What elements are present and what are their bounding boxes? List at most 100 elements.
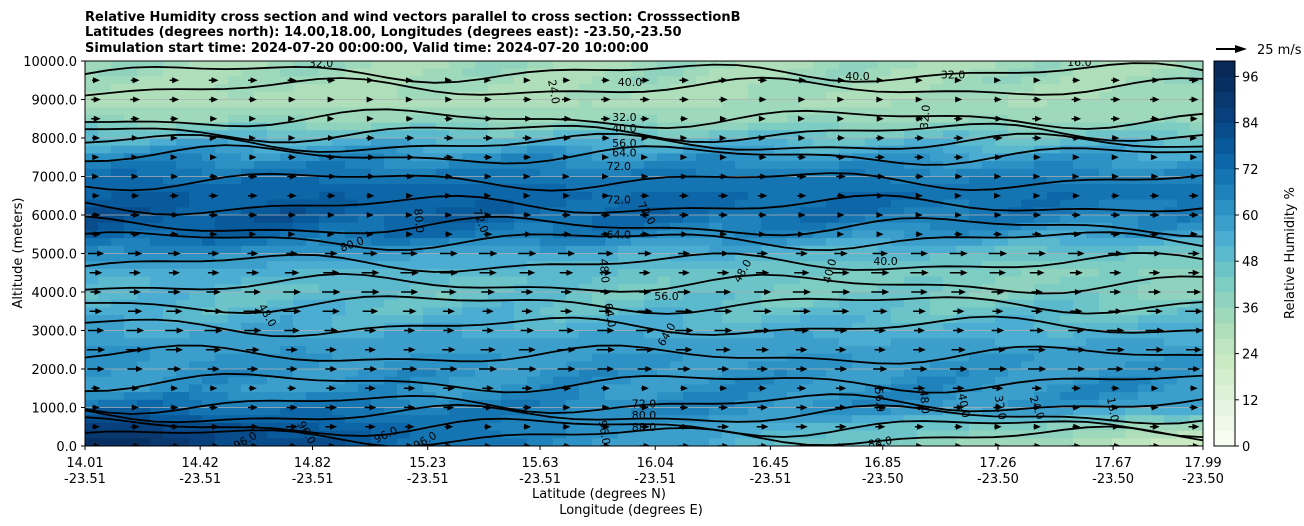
field-cell <box>800 276 814 285</box>
field-cell <box>215 315 229 324</box>
field-cell <box>436 284 450 293</box>
field-cell <box>449 168 463 178</box>
field-cell <box>969 238 983 247</box>
field-cell <box>423 338 437 347</box>
field-cell <box>826 199 840 208</box>
field-cell <box>774 199 788 208</box>
field-cell <box>878 145 892 154</box>
field-cell <box>202 392 216 401</box>
field-cell <box>397 407 411 416</box>
field-cell <box>722 376 736 385</box>
field-cell <box>800 145 814 154</box>
field-cell <box>969 191 983 201</box>
field-cell <box>1047 422 1061 432</box>
field-cell <box>1190 261 1203 270</box>
field-cell <box>930 415 944 424</box>
field-cell <box>410 68 424 77</box>
field-cell <box>904 153 918 162</box>
field-cell <box>852 345 866 355</box>
field-cell <box>644 215 658 224</box>
field-cell <box>202 68 216 77</box>
field-cell <box>956 176 970 185</box>
field-cell <box>1060 292 1074 301</box>
field-cell <box>826 230 840 239</box>
field-cell <box>904 376 918 385</box>
field-cell <box>709 315 723 324</box>
field-cell <box>293 253 307 262</box>
wind-vector-head <box>212 250 220 257</box>
field-cell <box>1177 114 1191 124</box>
wind-vector-head <box>955 96 963 103</box>
wind-vector-head <box>956 115 964 122</box>
field-cell <box>98 345 112 355</box>
plot-area: 32.040.0 40.0 32.016.024.032.032.040.056.0… <box>85 61 1203 446</box>
field-cell <box>878 330 892 339</box>
field-cell <box>254 369 268 378</box>
field-cell <box>150 130 164 139</box>
field-cell <box>579 68 593 77</box>
field-cell <box>566 353 580 362</box>
field-cell <box>930 191 944 201</box>
field-cell <box>904 361 918 370</box>
field-cell <box>514 84 528 93</box>
field-cell <box>462 376 476 385</box>
field-cell <box>228 130 242 139</box>
field-cell <box>358 392 372 401</box>
field-cell <box>436 91 450 101</box>
wind-vector-head <box>915 96 923 103</box>
field-cell <box>1047 176 1061 185</box>
field-cell <box>826 222 840 231</box>
field-cell <box>410 207 424 216</box>
field-cell <box>982 299 996 308</box>
field-cell <box>488 145 502 154</box>
wind-vector-head <box>93 135 101 141</box>
field-cell <box>995 315 1009 324</box>
field-cell <box>553 238 567 247</box>
field-cell <box>605 422 619 432</box>
field-cell <box>176 238 190 247</box>
wind-vector-head <box>641 173 649 180</box>
field-cell <box>202 322 216 332</box>
field-cell <box>683 292 697 301</box>
field-cell <box>631 114 645 124</box>
field-cell <box>748 176 762 185</box>
field-cell <box>1073 91 1087 101</box>
wind-vector-head <box>327 212 335 218</box>
field-cell <box>813 392 827 401</box>
field-cell <box>618 345 632 355</box>
field-cell <box>397 145 411 154</box>
field-cell <box>956 392 970 401</box>
field-cell <box>566 299 580 308</box>
field-cell <box>202 430 216 439</box>
field-cell <box>202 91 216 101</box>
field-cell <box>852 76 866 85</box>
field-cell <box>1086 130 1100 139</box>
field-cell <box>85 276 99 285</box>
field-cell <box>917 91 931 101</box>
field-cell <box>150 199 164 208</box>
field-cell <box>891 230 905 239</box>
field-cell <box>1073 207 1087 216</box>
field-cell <box>436 153 450 162</box>
field-cell <box>735 245 749 255</box>
field-cell <box>813 338 827 347</box>
field-cell <box>891 376 905 385</box>
field-cell <box>761 338 775 347</box>
wind-vector-head <box>799 77 807 84</box>
field-cell <box>709 245 723 255</box>
field-cell <box>956 438 970 446</box>
field-cell <box>1164 276 1178 285</box>
field-cell <box>657 191 671 201</box>
field-cell <box>618 191 632 201</box>
field-cell <box>527 145 541 154</box>
field-cell <box>1060 392 1074 401</box>
field-cell <box>332 245 346 255</box>
wind-vector-head <box>837 212 845 218</box>
field-cell <box>228 145 242 154</box>
wind-vector-head <box>407 135 415 141</box>
field-cell <box>111 76 125 85</box>
field-cell <box>462 392 476 401</box>
field-cell <box>215 99 229 108</box>
field-cell <box>657 130 671 139</box>
field-cell <box>124 168 138 178</box>
